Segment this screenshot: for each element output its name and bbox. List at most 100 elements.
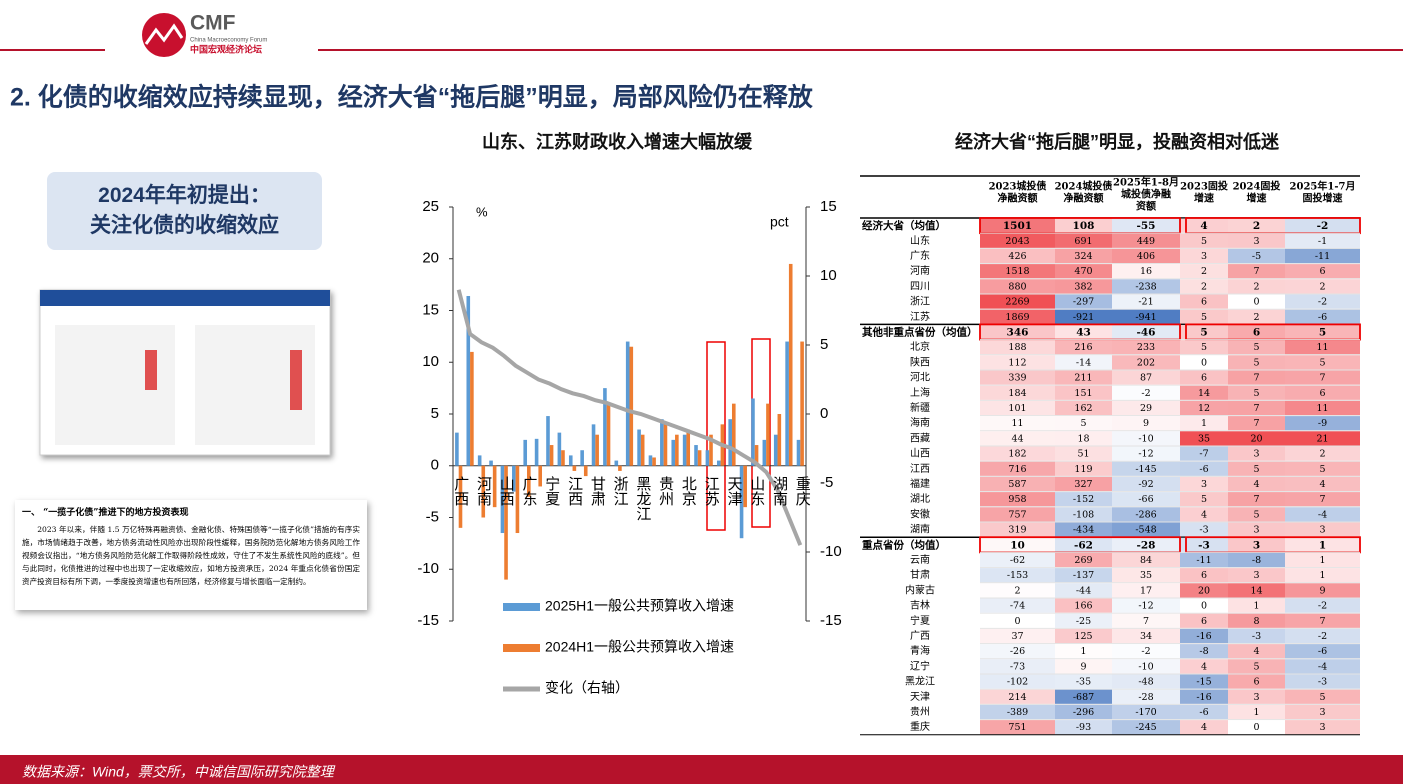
cell-value: 37 bbox=[1011, 631, 1023, 642]
heat-cell bbox=[1180, 279, 1228, 294]
heat-cell bbox=[1228, 492, 1285, 507]
column-header: 净融资额 bbox=[1064, 192, 1104, 205]
heat-cell bbox=[1228, 370, 1285, 385]
cell-value: 880 bbox=[1008, 281, 1026, 292]
heat-cell bbox=[1055, 659, 1112, 674]
heat-cell bbox=[1055, 689, 1112, 704]
cell-value: 12 bbox=[1198, 403, 1210, 414]
cell-value: 119 bbox=[1074, 464, 1092, 475]
heat-cell bbox=[1285, 674, 1360, 689]
heat-cell bbox=[1228, 583, 1285, 598]
heat-cell bbox=[980, 552, 1055, 568]
heat-cell bbox=[1180, 552, 1228, 568]
bar bbox=[731, 403, 736, 466]
heat-cell bbox=[1055, 568, 1112, 583]
cell-value: 5 bbox=[1080, 418, 1086, 429]
cell-value: 7 bbox=[1253, 494, 1259, 505]
cell-value: 11 bbox=[1316, 403, 1328, 414]
cell-value: 87 bbox=[1140, 373, 1152, 384]
cell-value: -11 bbox=[1315, 251, 1330, 262]
bar bbox=[523, 439, 528, 466]
heat-cell bbox=[1180, 218, 1228, 233]
y2-tick-label: -15 bbox=[820, 612, 842, 629]
heat-cell bbox=[1112, 233, 1180, 248]
bar bbox=[504, 465, 508, 580]
bar bbox=[515, 465, 520, 534]
heat-cell bbox=[1180, 461, 1228, 476]
x-tick-label: 浙江 bbox=[612, 476, 629, 506]
cell-value: 35 bbox=[1140, 570, 1152, 581]
cell-value: 6 bbox=[1201, 373, 1207, 384]
heat-cell bbox=[1228, 461, 1285, 476]
cell-value: 166 bbox=[1074, 601, 1092, 612]
bar bbox=[754, 445, 759, 466]
heat-cell bbox=[1112, 492, 1180, 507]
cell-value: 112 bbox=[1008, 357, 1026, 368]
cell-value: 84 bbox=[1140, 555, 1152, 566]
cell-value: 3 bbox=[1201, 251, 1207, 262]
cell-value: -44 bbox=[1076, 585, 1091, 596]
footer-source: 数据来源：Wind，票交所，中诚信国际研究院整理 bbox=[22, 764, 336, 780]
cell-value: -15 bbox=[1196, 677, 1211, 688]
cell-value: 382 bbox=[1074, 281, 1092, 292]
heat-cell bbox=[1228, 416, 1285, 431]
cell-value: 6 bbox=[1201, 297, 1207, 308]
row-name: 江西 bbox=[910, 463, 930, 475]
cell-value: -5 bbox=[1252, 251, 1261, 262]
bar bbox=[546, 416, 550, 466]
row-name: 河北 bbox=[910, 372, 930, 384]
cell-value: 5 bbox=[1253, 509, 1259, 520]
heat-cell bbox=[1228, 644, 1285, 659]
thumbnail-cells bbox=[290, 350, 302, 410]
row-name: 西藏 bbox=[910, 432, 930, 444]
cell-value: 7 bbox=[1319, 616, 1325, 627]
cell-value: 6 bbox=[1201, 616, 1207, 627]
bar bbox=[697, 450, 702, 466]
cell-value: 4 bbox=[1200, 220, 1207, 232]
heat-cell bbox=[1112, 507, 1180, 522]
logo-zigzag bbox=[144, 23, 184, 45]
legend-label: 2024H1一般公共预算收入增速 bbox=[545, 639, 734, 655]
heat-cell bbox=[1055, 492, 1112, 507]
bar bbox=[785, 341, 789, 466]
cell-value: -8 bbox=[1199, 646, 1208, 657]
cell-value: 2043 bbox=[1005, 236, 1029, 247]
cell-value: 1 bbox=[1253, 601, 1259, 612]
row-name: 湖南 bbox=[910, 523, 930, 536]
heat-cell bbox=[1180, 522, 1228, 537]
bar bbox=[466, 296, 471, 466]
heat-cell bbox=[980, 522, 1055, 537]
heat-cell bbox=[1285, 644, 1360, 659]
cell-value: 5 bbox=[1253, 357, 1259, 368]
row-name: 内蒙古 bbox=[905, 583, 935, 596]
x-tick-label: 黑龙江 bbox=[634, 476, 651, 521]
cell-value: -6 bbox=[1318, 646, 1327, 657]
bar bbox=[500, 465, 505, 534]
heat-cell bbox=[980, 279, 1055, 294]
heat-cell bbox=[1228, 264, 1285, 279]
cell-value: -14 bbox=[1076, 357, 1091, 368]
cell-value: -93 bbox=[1076, 722, 1091, 733]
heat-cell bbox=[1180, 355, 1228, 370]
row-name: 四川 bbox=[910, 281, 930, 292]
heat-cell bbox=[1228, 340, 1285, 355]
thumbnail-cells bbox=[145, 350, 157, 390]
cell-value: -286 bbox=[1135, 509, 1156, 520]
cell-value: -941 bbox=[1135, 312, 1156, 323]
x-tick-label: 甘肃 bbox=[589, 476, 606, 506]
heat-cell bbox=[980, 355, 1055, 370]
cell-value: 3 bbox=[1201, 479, 1207, 490]
heat-cell bbox=[980, 233, 1055, 248]
cell-value: 2 bbox=[1253, 220, 1260, 232]
y-axis-label: % bbox=[476, 204, 488, 219]
heat-cell bbox=[1055, 355, 1112, 370]
heat-cell bbox=[1112, 218, 1180, 233]
cell-value: 3 bbox=[1253, 449, 1259, 460]
cell-value: 2 bbox=[1201, 266, 1207, 277]
heat-cell bbox=[980, 628, 1055, 644]
heat-cell bbox=[1228, 568, 1285, 583]
heat-cell bbox=[1228, 552, 1285, 568]
cell-value: -108 bbox=[1073, 509, 1094, 520]
heat-cell bbox=[1112, 264, 1180, 279]
